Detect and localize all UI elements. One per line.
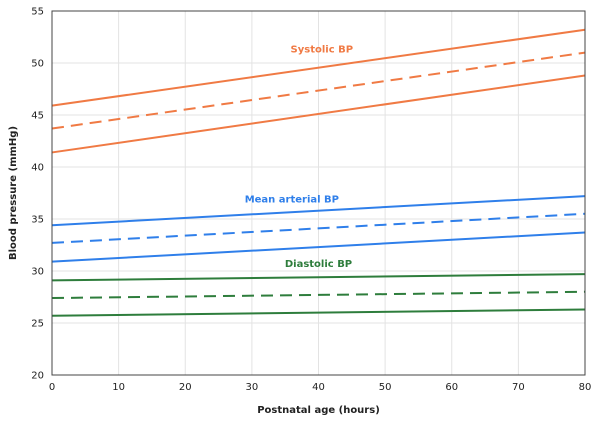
x-tick-label: 80 <box>579 382 592 393</box>
axes <box>51 10 586 376</box>
series-line-mean-arterial-bp-upper <box>51 195 586 227</box>
series-line-diastolic-bp-middle <box>51 290 586 300</box>
x-tick-label: 30 <box>246 382 259 393</box>
y-tick-label: 40 <box>31 163 44 174</box>
plot-frame <box>51 10 586 376</box>
x-tick-label: 20 <box>179 382 192 393</box>
y-tick-label: 25 <box>31 319 44 330</box>
tick-labels: 0 10 20 30 40 50 60 70 80 20 25 30 35 40 45 50 55 <box>31 7 591 394</box>
series-line-mean-arterial-bp-middle <box>51 212 586 244</box>
y-tick-label: 20 <box>31 371 44 382</box>
x-tick-label: 70 <box>512 382 525 393</box>
label-systolic-bp: Systolic BP <box>291 45 354 56</box>
y-tick-label: 45 <box>31 111 44 122</box>
x-tick-label: 10 <box>112 382 125 393</box>
series-line-systolic-bp-lower <box>51 74 586 154</box>
label-mean-arterial-bp: Mean arterial BP <box>245 194 339 205</box>
series-line-mean-arterial-bp-lower <box>51 231 586 263</box>
y-tick-label: 35 <box>31 215 44 226</box>
x-axis-title: Postnatal age (hours) <box>257 405 380 416</box>
series-line-diastolic-bp-lower <box>51 308 586 317</box>
label-diastolic-bp: Diastolic BP <box>285 259 352 270</box>
series-lines <box>51 28 586 317</box>
y-axis-title: Blood pressure (mmHg) <box>8 126 19 260</box>
y-tick-label: 30 <box>31 267 44 278</box>
x-tick-label: 60 <box>445 382 458 393</box>
x-tick-label: 40 <box>312 382 325 393</box>
series-annotations: Systolic BP Mean arterial BP Diastolic BP <box>245 45 353 270</box>
x-tick-label: 0 <box>49 382 55 393</box>
series-line-diastolic-bp-upper <box>51 273 586 282</box>
y-tick-label: 50 <box>31 59 44 70</box>
y-tick-label: 55 <box>31 7 44 18</box>
series-line-systolic-bp-middle <box>51 51 586 130</box>
series-line-systolic-bp-upper <box>51 28 586 107</box>
x-tick-label: 50 <box>379 382 392 393</box>
